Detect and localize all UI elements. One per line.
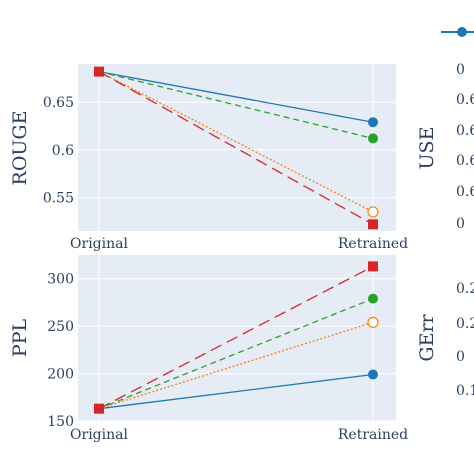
panel-rouge: 0.55 0.6 0.65 Original Retrained ROUGE bbox=[9, 64, 408, 252]
data-point-blue bbox=[368, 117, 378, 128]
cut-tick-label-gerr: 0.1 bbox=[456, 383, 474, 399]
data-point-blue bbox=[368, 369, 378, 380]
y-tick-label: 0.55 bbox=[43, 191, 74, 207]
cut-tick-label-use: 0.6 bbox=[456, 184, 474, 200]
panel-ppl: 150 200 250 300 Original Retrained PPL bbox=[9, 255, 408, 443]
series-line-green bbox=[98, 71, 374, 140]
cut-tick-label-use: 0 bbox=[456, 216, 465, 232]
data-point-red bbox=[94, 66, 104, 77]
x-tick-label: Original bbox=[70, 236, 128, 252]
panel-use-fragment: USE 0 0.6 0.6 0.6 0.6 0 bbox=[416, 62, 474, 232]
cut-tick-label-gerr: 0.2 bbox=[456, 316, 474, 332]
y-tick-label: 0.6 bbox=[52, 143, 74, 159]
cut-tick-label-use: 0 bbox=[456, 62, 465, 78]
series-line-orange bbox=[98, 71, 374, 213]
y-tick-label: 0.65 bbox=[43, 95, 74, 111]
y-ticks-ppl: 150 200 250 300 bbox=[47, 272, 74, 430]
gridlines-rouge bbox=[78, 64, 396, 231]
x-ticks-rouge: Original Retrained bbox=[70, 236, 408, 252]
x-ticks-ppl: Original Retrained bbox=[70, 427, 408, 443]
gridlines-ppl bbox=[78, 255, 396, 422]
legend-fragment bbox=[441, 27, 474, 37]
data-point-orange bbox=[367, 206, 379, 218]
y-tick-label: 250 bbox=[47, 319, 74, 335]
cut-tick-label-use: 0.6 bbox=[456, 153, 474, 169]
panel-gerr-fragment: GErr 0.2 0.2 0 0.1 bbox=[416, 281, 474, 399]
series-rouge bbox=[94, 66, 379, 230]
series-line-blue bbox=[98, 373, 374, 410]
y-tick-label: 300 bbox=[47, 272, 74, 288]
y-ticks-rouge: 0.55 0.6 0.65 bbox=[43, 95, 74, 206]
data-point-green bbox=[368, 133, 378, 144]
cut-tick-label-gerr: 0 bbox=[456, 349, 465, 365]
data-point-red bbox=[368, 261, 378, 272]
y-axis-title-use: USE bbox=[416, 127, 438, 170]
x-tick-label: Original bbox=[70, 427, 128, 443]
series-ppl bbox=[94, 261, 379, 414]
y-axis-title-ppl: PPL bbox=[9, 319, 31, 358]
cut-tick-label-gerr: 0.2 bbox=[456, 281, 474, 297]
series-line-blue bbox=[98, 70, 374, 123]
series-line-red bbox=[98, 71, 374, 225]
y-tick-label: 150 bbox=[47, 414, 74, 430]
y-ticks-gerr: 0.2 0.2 0 0.1 bbox=[456, 281, 474, 399]
series-line-red bbox=[98, 265, 374, 410]
y-ticks-use: 0 0.6 0.6 0.6 0.6 0 bbox=[456, 62, 474, 232]
y-tick-label: 200 bbox=[47, 367, 74, 383]
y-axis-title-rouge: ROUGE bbox=[9, 111, 31, 186]
x-tick-label: Retrained bbox=[338, 236, 408, 252]
plot-area-rouge bbox=[78, 64, 396, 231]
data-point-red bbox=[368, 219, 378, 230]
legend-marker-blue bbox=[457, 27, 467, 37]
y-axis-title-gerr: GErr bbox=[416, 313, 438, 361]
data-point-red bbox=[94, 403, 104, 414]
data-point-orange bbox=[367, 316, 379, 328]
cut-tick-label-use: 0.6 bbox=[456, 92, 474, 108]
data-point-green bbox=[368, 293, 378, 304]
cut-tick-label-use: 0.6 bbox=[456, 123, 474, 139]
x-tick-label: Retrained bbox=[338, 427, 408, 443]
